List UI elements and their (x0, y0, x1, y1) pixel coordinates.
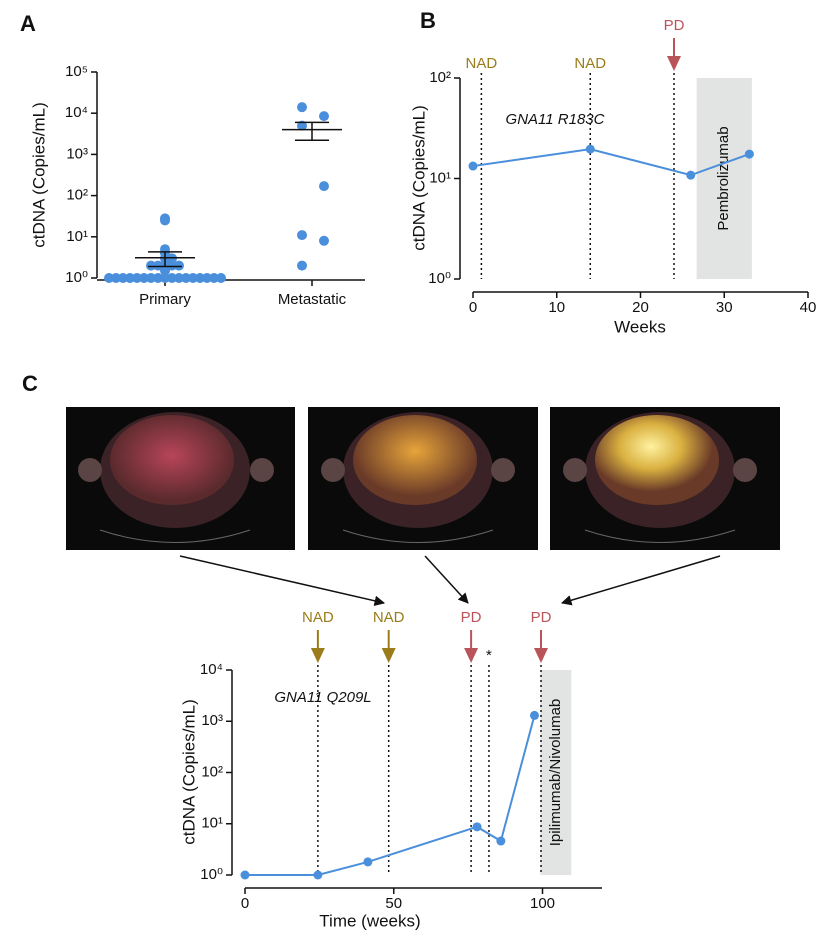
data-point (125, 273, 135, 283)
scan-image (66, 407, 295, 550)
y-tick-label: 10⁰ (65, 269, 88, 286)
data-point (216, 273, 226, 283)
panel-label: B (420, 8, 436, 33)
event-label: PD (531, 609, 552, 626)
data-point (146, 260, 156, 271)
y-tick-label: 10² (201, 763, 223, 780)
x-tick-label: 40 (800, 299, 817, 316)
data-point (319, 235, 329, 246)
panel-label: C (22, 371, 38, 396)
y-tick-label: 10⁰ (200, 866, 223, 883)
y-axis-label: ctDNA (Copies/mL) (179, 699, 198, 844)
data-point (472, 822, 482, 832)
data-point (160, 273, 170, 283)
y-tick-label: 10² (429, 69, 451, 86)
data-point (174, 273, 184, 283)
data-point (240, 870, 250, 880)
event-label: PD (461, 609, 482, 626)
y-tick-label: 10¹ (66, 228, 88, 245)
y-axis-label: ctDNA (Copies/mL) (409, 105, 428, 250)
x-tick-label: Metastatic (278, 291, 347, 308)
event-label: NAD (302, 609, 334, 626)
event-arrow-head (534, 648, 549, 663)
event-label: NAD (466, 55, 498, 72)
data-point (146, 273, 156, 283)
scan-image (550, 407, 780, 550)
data-line (245, 715, 536, 876)
treatment-label: Ipilimumab/Nivolumab (547, 699, 564, 847)
y-tick-label: 10² (66, 187, 88, 204)
data-point (139, 273, 149, 283)
y-tick-label: 10³ (201, 712, 223, 729)
data-point (160, 215, 170, 226)
data-point (496, 836, 506, 846)
data-point (297, 102, 307, 113)
event-arrow-head (381, 648, 396, 663)
x-tick-label: Primary (139, 291, 191, 308)
data-point (111, 273, 121, 283)
y-tick-label: 10⁵ (65, 63, 88, 80)
y-tick-label: 10⁴ (65, 104, 88, 121)
event-label: NAD (373, 609, 405, 626)
event-arrow-head (667, 56, 681, 71)
treatment-period (540, 670, 572, 875)
panel-label: A (20, 11, 36, 36)
x-tick-label: 20 (632, 299, 649, 316)
arrow (179, 555, 386, 606)
data-point (468, 161, 478, 171)
arrow (424, 555, 469, 604)
y-axis-label: ctDNA (Copies/mL) (29, 102, 48, 247)
event-label: PD (664, 17, 685, 34)
data-point (104, 273, 114, 283)
event-label: * (486, 647, 492, 664)
data-point (202, 273, 212, 283)
data-point (686, 170, 696, 180)
data-point (319, 111, 329, 122)
event-arrow-head (310, 648, 325, 663)
data-point (529, 710, 539, 720)
data-point (297, 120, 307, 131)
data-point (319, 181, 329, 192)
data-point (188, 273, 198, 283)
data-point (209, 273, 219, 283)
data-point (132, 273, 142, 283)
data-point (167, 273, 177, 283)
scan-image (308, 407, 538, 550)
x-tick-label: 0 (241, 895, 249, 912)
y-tick-label: 10⁴ (200, 661, 223, 678)
data-point (744, 149, 754, 159)
annotation: GNA11 Q209L (274, 689, 371, 706)
event-arrow-head (464, 648, 479, 663)
data-point (118, 273, 128, 283)
data-point (181, 273, 191, 283)
arrow (560, 555, 721, 606)
data-point (585, 144, 595, 154)
x-axis-label: Time (weeks) (319, 911, 420, 930)
data-point (195, 273, 205, 283)
data-point (174, 260, 184, 271)
annotation: GNA11 R183C (506, 111, 605, 128)
event-label: NAD (574, 55, 606, 72)
data-point (297, 230, 307, 241)
data-point (160, 265, 170, 276)
x-tick-label: 30 (716, 299, 733, 316)
x-axis-label: Weeks (614, 317, 666, 336)
treatment-label: Pembrolizumab (715, 126, 732, 230)
y-tick-label: 10¹ (429, 169, 451, 186)
data-point (153, 273, 163, 283)
treatment-period (696, 78, 752, 279)
x-tick-label: 100 (530, 895, 555, 912)
x-tick-label: 50 (385, 895, 402, 912)
data-line (472, 148, 750, 177)
x-tick-label: 0 (469, 299, 477, 316)
data-point (363, 857, 373, 867)
data-point (313, 870, 323, 880)
x-tick-label: 10 (548, 299, 565, 316)
data-point (297, 260, 307, 271)
y-tick-label: 10⁰ (428, 270, 451, 287)
y-tick-label: 10¹ (201, 815, 223, 832)
y-tick-label: 10³ (66, 145, 88, 162)
